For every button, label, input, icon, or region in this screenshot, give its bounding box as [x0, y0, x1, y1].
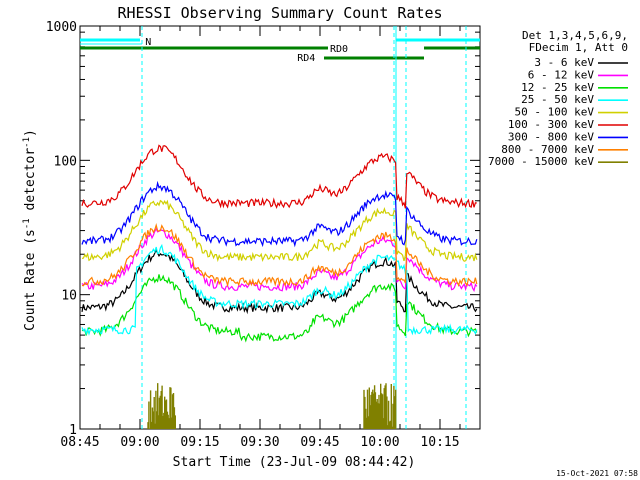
- series-line-1: [81, 227, 478, 293]
- x-tick-label: 09:00: [120, 435, 159, 450]
- plot-frame: [79, 25, 481, 430]
- legend-label-7: 800 - 7000 keV: [501, 143, 594, 156]
- timestamp: 15-Oct-2021 07:58: [556, 469, 638, 478]
- x-tick-label: 09:15: [180, 435, 219, 450]
- data-curves: [81, 144, 478, 429]
- series-line-8: [147, 383, 397, 429]
- x-axis-label: Start Time (23-Jul-09 08:44:42): [173, 455, 416, 470]
- chart-title: RHESSI Observing Summary Count Rates: [117, 4, 442, 22]
- x-tick-label: 09:45: [300, 435, 339, 450]
- series-line-2: [81, 274, 478, 343]
- y-tick-label: 1: [69, 423, 77, 438]
- status-flags: N RD0 RD4: [80, 26, 480, 429]
- x-tick-label: 10:15: [420, 435, 459, 450]
- legend-label-6: 300 - 800 keV: [508, 130, 594, 143]
- legend-label-2: 12 - 25 keV: [521, 81, 594, 94]
- series-line-3: [81, 243, 478, 336]
- rd4-flag-label: RD4: [297, 53, 315, 64]
- legend-header-line-1: Det 1,3,4,5,6,9,: [522, 29, 628, 42]
- x-tick-label: 08:45: [60, 435, 99, 450]
- series-line-0: [81, 249, 478, 315]
- axis-ticks: 08:45 09:00 09:15 09:30 09:45 10:00 10:15 1 10 10…: [46, 20, 480, 450]
- night-flag-label: N: [145, 37, 151, 48]
- x-tick-label: 09:30: [240, 435, 279, 450]
- legend-label-0: 3 - 6 keV: [534, 56, 594, 69]
- y-tick-label: 10: [61, 289, 77, 304]
- plot-area: [79, 25, 481, 430]
- y-tick-label: 100: [54, 154, 77, 169]
- legend-label-4: 50 - 100 keV: [515, 106, 595, 119]
- series-line-4: [81, 199, 478, 263]
- x-tick-label: 10:00: [360, 435, 399, 450]
- legend-header-line-2: FDecim 1, Att 0: [529, 41, 628, 54]
- y-axis-label: Count Rate (s-1 detector-1): [22, 129, 38, 331]
- legend-label-8: 7000 - 15000 keV: [488, 155, 594, 168]
- legend: Det 1,3,4,5,6,9, FDecim 1, Att 0 3 - 6 k…: [488, 29, 628, 168]
- legend-label-3: 25 - 50 keV: [521, 93, 594, 106]
- series-line-6: [81, 180, 478, 248]
- series-line-7: [81, 222, 478, 288]
- rd0-flag-label: RD0: [330, 44, 348, 55]
- series-line-5: [81, 144, 477, 210]
- y-tick-label: 1000: [46, 20, 77, 35]
- legend-label-1: 6 - 12 keV: [528, 68, 595, 81]
- legend-label-5: 100 - 300 keV: [508, 118, 594, 131]
